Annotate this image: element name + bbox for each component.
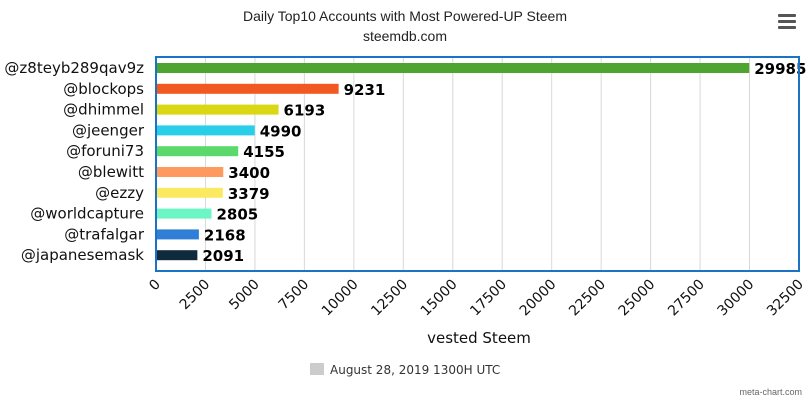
bar[interactable] [157, 104, 279, 115]
x-tick-label: 7500 [276, 277, 313, 314]
bar-value-label: 3379 [228, 185, 270, 203]
bar[interactable] [157, 63, 750, 73]
category-label: @ezzy [95, 184, 144, 202]
bar[interactable] [157, 187, 223, 198]
bar-value-label: 2805 [216, 206, 258, 224]
bar[interactable] [157, 208, 212, 219]
bars: 29985 9231 6193 4990 4155 3400 3379 2805 2168 209… [157, 60, 806, 265]
category-label: @jeenger [72, 121, 145, 139]
bar-value-label: 3400 [228, 164, 270, 182]
bar-value-label: 4990 [260, 122, 302, 140]
menu-bar-bottom [778, 26, 796, 29]
category-label: @dhimmel [63, 101, 144, 119]
category-label: @trafalgar [64, 225, 145, 243]
plot-border [155, 56, 800, 272]
x-tick-label: 22500 [566, 277, 609, 320]
x-tick-label: 15000 [418, 277, 461, 320]
x-tick-label: 17500 [467, 277, 510, 320]
x-tick-label: 12500 [368, 277, 411, 320]
category-labels: @z8teyb289qav9z @blockops @dhimmel @jeenger… [4, 59, 144, 264]
x-tick-label: 5000 [226, 277, 263, 314]
bar[interactable] [157, 167, 224, 177]
x-tick-label: 30000 [715, 277, 758, 320]
legend-label[interactable]: August 28, 2019 1300H UTC [330, 363, 500, 377]
category-label: @japanesemask [21, 246, 144, 264]
category-label: @z8teyb289qav9z [4, 59, 144, 77]
bar-value-label: 9231 [344, 81, 386, 99]
menu-bar-middle [778, 20, 796, 23]
chart-title: Daily Top10 Accounts with Most Powered-U… [243, 8, 567, 24]
x-tick-label: 0 [146, 277, 164, 295]
bar-value-label: 4155 [243, 143, 285, 161]
x-axis-tick-labels: 0 2500 5000 7500 10000 12500 15000 17500 20000 22… [146, 277, 807, 320]
x-tick-label: 20000 [517, 277, 560, 320]
chart-credit: meta-chart.com [739, 387, 802, 397]
bar[interactable] [157, 125, 255, 136]
x-tick-label: 27500 [665, 277, 708, 320]
category-label: @worldcapture [30, 205, 144, 223]
category-label: @foruni73 [66, 142, 144, 160]
bar[interactable] [157, 229, 199, 240]
category-label: @blockops [63, 80, 144, 98]
x-tick-label: 2500 [177, 277, 214, 314]
category-label: @blewitt [78, 163, 144, 181]
bar-value-label: 2168 [204, 226, 246, 244]
x-tick-label: 25000 [616, 277, 659, 320]
bar[interactable] [157, 146, 239, 157]
legend-swatch[interactable] [310, 363, 324, 375]
menu-bar-top [778, 14, 796, 17]
bar[interactable] [157, 83, 339, 94]
chart-subtitle: steemdb.com [363, 28, 447, 44]
x-axis-title: vested Steem [427, 329, 531, 347]
bar-value-label: 6193 [284, 102, 326, 120]
bar-value-label: 2091 [202, 247, 244, 265]
bar-value-label: 29985 [754, 60, 806, 78]
x-tick-label: 10000 [319, 277, 362, 320]
x-tick-label: 32500 [764, 277, 807, 320]
bar[interactable] [157, 250, 198, 261]
hamburger-menu-icon[interactable] [776, 12, 798, 32]
